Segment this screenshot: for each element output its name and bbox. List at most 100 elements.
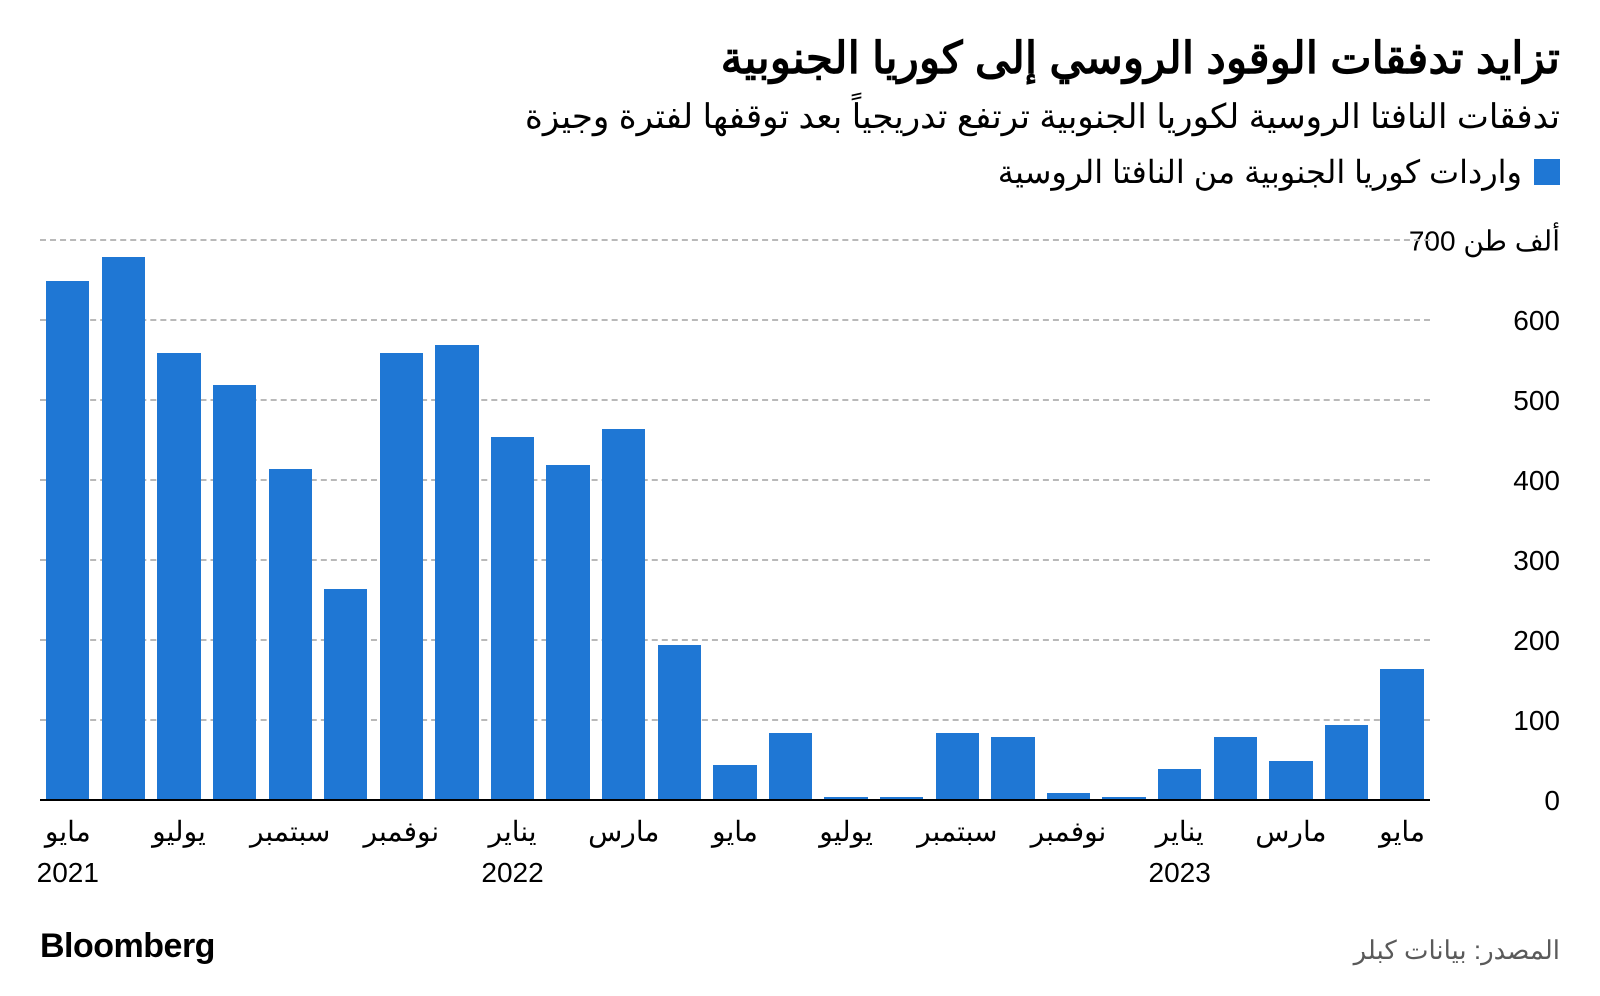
- y-tick-label: 200: [1503, 625, 1560, 657]
- x-axis: مايو2021يوليوسبتمبرنوفمبريناير2022مارسما…: [40, 815, 1430, 915]
- bar-slot: [1263, 241, 1319, 801]
- x-slot: [96, 815, 152, 915]
- x-slot: [429, 815, 485, 915]
- source-text: المصدر: بيانات كبلر: [1354, 935, 1560, 966]
- x-month-label: يوليو: [819, 815, 873, 848]
- bar: [713, 765, 756, 801]
- bar-slot: [652, 241, 708, 801]
- bar: [602, 429, 645, 801]
- bar-slot: [1152, 241, 1208, 801]
- x-year-label: 2023: [1149, 857, 1211, 889]
- footer: المصدر: بيانات كبلر Bloomberg: [40, 927, 1560, 966]
- plot-area: [40, 241, 1430, 801]
- bar: [546, 465, 589, 801]
- x-slot: سبتمبر: [262, 815, 318, 915]
- bar-slot: [596, 241, 652, 801]
- x-month-label: مايو: [712, 815, 758, 848]
- bar: [491, 437, 534, 801]
- x-month-label: نوفمبر: [363, 815, 439, 848]
- bar-slot: [96, 241, 152, 801]
- x-slot: [1319, 815, 1375, 915]
- chart-subtitle: تدفقات النافتا الروسية لكوريا الجنوبية ت…: [40, 95, 1560, 139]
- x-month-label: مايو: [45, 815, 91, 848]
- bar-slot: [40, 241, 96, 801]
- bar: [157, 353, 200, 801]
- x-year-label: 2022: [481, 857, 543, 889]
- bar-slot: [1096, 241, 1152, 801]
- x-slot: مايو 2021: [40, 815, 96, 915]
- legend: واردات كوريا الجنوبية من النافتا الروسية: [40, 153, 1560, 191]
- x-slot: يوليو: [818, 815, 874, 915]
- bar: [1158, 769, 1201, 801]
- bar-slot: [1207, 241, 1263, 801]
- bar-slot: [1319, 241, 1375, 801]
- bar-slot: [151, 241, 207, 801]
- x-month-label: يوليو: [152, 815, 206, 848]
- plot-wrap: 0100200300400500600700 ألف طن: [40, 241, 1560, 801]
- bar: [936, 733, 979, 801]
- bar-slot: [207, 241, 263, 801]
- bar: [1380, 669, 1423, 801]
- x-axis-slots: مايو2021يوليوسبتمبرنوفمبريناير2022مارسما…: [40, 815, 1430, 915]
- bar-slot: [707, 241, 763, 801]
- bar: [46, 281, 89, 801]
- baseline: [40, 799, 1430, 801]
- bar: [102, 257, 145, 801]
- x-slot: يوليو: [151, 815, 207, 915]
- bar: [269, 469, 312, 801]
- bar-slot: [1041, 241, 1097, 801]
- brand-logo: Bloomberg: [40, 927, 215, 966]
- x-slot: مارس: [1263, 815, 1319, 915]
- x-month-label: مايو: [1379, 815, 1425, 848]
- bar: [991, 737, 1034, 801]
- bar-slot: [874, 241, 930, 801]
- bar-slot: [429, 241, 485, 801]
- x-slot: مايو: [707, 815, 763, 915]
- bar-slot: [318, 241, 374, 801]
- x-month-label: يناير: [1156, 815, 1204, 848]
- y-tick-label: 100: [1503, 705, 1560, 737]
- y-tick-label: 400: [1503, 465, 1560, 497]
- bar-slot: [930, 241, 986, 801]
- x-month-label: يناير: [489, 815, 537, 848]
- bar-slot: [262, 241, 318, 801]
- bar: [435, 345, 478, 801]
- bars-group: [40, 241, 1430, 801]
- legend-swatch: [1534, 159, 1560, 185]
- bar-slot: [763, 241, 819, 801]
- x-month-label: نوفمبر: [1031, 815, 1107, 848]
- y-tick-label: 0: [1534, 785, 1560, 817]
- bar: [1214, 737, 1257, 801]
- x-slot: يناير 2023: [1152, 815, 1208, 915]
- legend-label: واردات كوريا الجنوبية من النافتا الروسية: [998, 153, 1522, 191]
- chart-title: تزايد تدفقات الوقود الروسي إلى كوريا الج…: [40, 30, 1560, 87]
- x-slot: مارس: [596, 815, 652, 915]
- x-slot: [652, 815, 708, 915]
- bar-slot: [374, 241, 430, 801]
- bar: [324, 589, 367, 801]
- x-slot: مايو: [1374, 815, 1430, 915]
- bar-slot: [985, 241, 1041, 801]
- bar: [769, 733, 812, 801]
- bar: [380, 353, 423, 801]
- x-slot: [763, 815, 819, 915]
- bar-slot: [485, 241, 541, 801]
- x-slot: [1096, 815, 1152, 915]
- x-slot: سبتمبر: [930, 815, 986, 915]
- x-slot: نوفمبر: [1041, 815, 1097, 915]
- x-year-label: 2021: [37, 857, 99, 889]
- bar: [213, 385, 256, 801]
- bar-slot: [1374, 241, 1430, 801]
- bar: [658, 645, 701, 801]
- x-slot: نوفمبر: [374, 815, 430, 915]
- x-month-label: مارس: [588, 815, 659, 848]
- chart-container: تزايد تدفقات الوقود الروسي إلى كوريا الج…: [0, 0, 1600, 996]
- bar: [1325, 725, 1368, 801]
- y-tick-label: 500: [1503, 385, 1560, 417]
- x-month-label: مارس: [1255, 815, 1326, 848]
- y-tick-label: 300: [1503, 545, 1560, 577]
- bar-slot: [540, 241, 596, 801]
- y-tick-label: 600: [1503, 305, 1560, 337]
- y-axis-labels: 0100200300400500600700 ألف طن: [1430, 241, 1560, 801]
- x-slot: يناير2022: [485, 815, 541, 915]
